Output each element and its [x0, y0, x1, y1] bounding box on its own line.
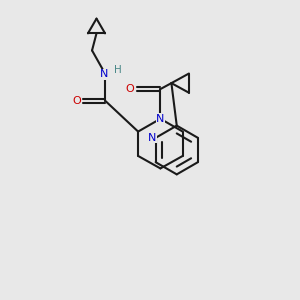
Text: O: O — [126, 84, 134, 94]
Text: N: N — [100, 69, 108, 79]
Text: H: H — [114, 65, 122, 75]
Text: O: O — [72, 96, 81, 106]
Text: N: N — [156, 114, 165, 124]
Text: N: N — [148, 133, 156, 143]
